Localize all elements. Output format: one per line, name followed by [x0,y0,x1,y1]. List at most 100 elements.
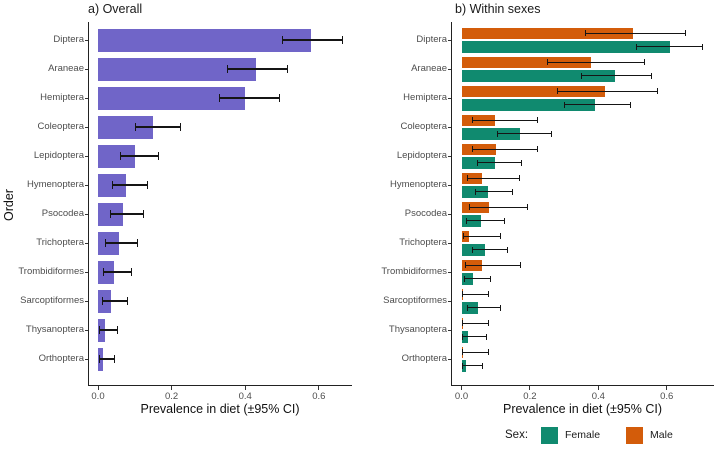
bar [98,115,154,139]
ci-bar-female [474,188,514,195]
x-tick-label: 0.0 [454,391,469,402]
category-label: Hymenoptera [389,179,447,190]
ci-line [585,32,685,34]
ci-line [111,213,144,215]
y-tick-mark [447,126,451,128]
ci-line [464,278,491,280]
ci-line [106,242,138,244]
y-tick-mark [84,97,88,99]
category-label: Lepidoptera [33,150,84,161]
ci-line [462,351,488,353]
x-tick-mark [244,386,246,390]
ci-bar-male [557,88,659,95]
category-label: Trichoptera [36,237,84,248]
category-label: Orthoptera [401,353,447,364]
y-tick-mark [447,300,451,302]
x-tick-label: 0.4 [238,391,252,402]
ci-bar-female [465,217,505,224]
ci-bar [112,181,148,189]
y-tick-mark [447,358,451,360]
ci-line [463,336,487,338]
x-tick-mark [666,386,668,390]
ci-line [465,264,520,266]
x-axis-line [88,385,352,387]
ci-line [463,235,501,237]
ci-bar-male [472,146,539,153]
ci-line [467,177,519,179]
ci-bar-male [461,349,489,356]
category-label: Psocodea [404,208,447,219]
x-tick-mark [318,386,320,390]
y-tick-mark [447,68,451,70]
ci-line [466,220,504,222]
ci-line [113,184,147,186]
y-tick-mark [84,242,88,244]
category-label: Diptera [53,34,84,45]
category-label: Trichoptera [399,237,447,248]
ci-bar [98,355,115,363]
y-tick-mark [84,329,88,331]
ci-line [473,148,538,150]
category-label: Sarcoptiformes [383,295,447,306]
category-label: Thysanoptera [25,324,84,335]
category-label: Psocodea [41,208,84,219]
panel-b-title: b) Within sexes [455,2,541,16]
x-tick-label: 0.6 [312,391,326,402]
y-tick-mark [84,68,88,70]
legend-male-label: Male [650,429,673,441]
ci-bar-female [635,43,703,50]
category-label: Hemiptera [40,92,84,103]
ci-line [100,329,118,331]
y-tick-mark [447,271,451,273]
ci-bar [110,210,145,218]
y-tick-mark [447,155,451,157]
ci-line [121,155,158,157]
category-label: Orthoptera [38,353,84,364]
ci-line [558,90,658,92]
y-tick-mark [84,39,88,41]
y-tick-mark [84,213,88,215]
ci-bar [102,297,129,305]
legend: Sex: Female Male [505,425,673,445]
category-label: Coleoptera [400,121,447,132]
y-tick-mark [447,329,451,331]
category-label: Trombidiformes [381,266,447,277]
x-tick-mark [461,386,462,390]
ci-line [472,119,538,121]
ci-bar-male [547,59,645,66]
bar [98,86,246,110]
ci-line [582,75,651,77]
bar-male [461,56,592,68]
ci-line [498,133,552,135]
ci-bar-male [461,320,489,327]
category-label: Coleoptera [37,121,84,132]
ci-bar [134,123,181,131]
ci-bar-female [564,101,632,108]
legend-male-swatch [626,426,644,444]
panel-b-x-axis-title: Prevalence in diet (±95% CI) [502,402,662,416]
ci-bar-female [497,130,553,137]
x-tick-label: 0.6 [660,391,674,402]
ci-line [467,307,501,309]
ci-line [548,61,644,63]
y-tick-mark [447,184,451,186]
ci-bar-male [469,204,529,211]
ci-line [472,249,507,251]
panel-a-title: a) Overall [88,2,143,16]
ci-bar-female [462,333,488,340]
ci-line [477,162,521,164]
y-tick-mark [84,155,88,157]
x-tick-mark [171,386,173,390]
bar [98,28,312,52]
ci-bar-male [461,291,489,298]
ci-bar-female [581,72,652,79]
bar-male [461,85,606,97]
category-label: Hymenoptera [26,179,84,190]
legend-female-label: Female [565,429,601,441]
y-tick-mark [84,184,88,186]
y-tick-mark [447,242,451,244]
ci-bar [120,152,159,160]
ci-bar-female [466,304,502,311]
bar-female [461,70,616,82]
